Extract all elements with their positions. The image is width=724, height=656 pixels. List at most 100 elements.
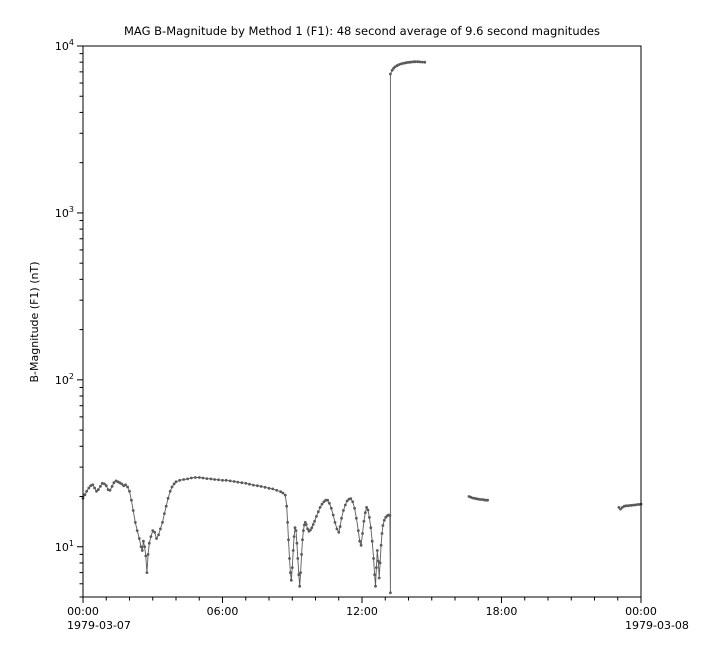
data-point <box>313 519 316 523</box>
data-point <box>292 535 296 538</box>
data-point <box>356 529 360 532</box>
data-point <box>362 519 366 523</box>
data-point <box>271 487 275 491</box>
data-point <box>140 549 144 552</box>
data-point <box>337 530 341 534</box>
y-tick-label: 104 <box>55 38 74 53</box>
data-point <box>369 526 373 530</box>
data-point <box>343 503 347 507</box>
data-point <box>201 476 205 480</box>
data-series <box>81 60 643 595</box>
data-point <box>322 500 326 504</box>
data-point <box>380 532 384 535</box>
data-point <box>149 535 153 538</box>
data-point <box>368 516 371 519</box>
data-point <box>89 484 93 488</box>
data-point <box>351 500 355 504</box>
x-tick-label: 06:00 <box>207 605 239 618</box>
data-point <box>228 479 232 483</box>
data-point <box>166 496 170 500</box>
data-point <box>163 512 166 515</box>
data-point <box>244 481 248 485</box>
data-point <box>137 537 141 540</box>
data-point <box>232 480 236 483</box>
plot-border <box>82 45 642 598</box>
data-point <box>379 543 383 547</box>
data-point <box>155 537 158 540</box>
data-point <box>310 526 314 530</box>
data-point <box>619 507 622 511</box>
x-tick-label: 00:00 <box>67 605 99 618</box>
data-point <box>353 506 356 510</box>
data-point <box>418 60 422 64</box>
data-point <box>104 484 108 488</box>
data-point <box>161 521 164 524</box>
data-point <box>340 516 343 520</box>
data-point <box>376 559 380 563</box>
data-point <box>366 508 370 512</box>
data-point <box>221 478 224 482</box>
y-tick-label: 101 <box>55 539 74 554</box>
data-point <box>486 498 489 502</box>
data-point <box>328 501 331 505</box>
data-point <box>126 485 129 489</box>
data-point <box>293 526 297 530</box>
data-point <box>110 485 114 488</box>
data-point <box>157 533 161 537</box>
data-point <box>144 554 148 558</box>
data-point <box>83 493 87 497</box>
data-point <box>297 573 301 577</box>
data-point <box>133 521 137 524</box>
x-date-label: 1979-03-08 <box>625 619 689 632</box>
data-point <box>85 489 89 493</box>
data-point <box>289 578 293 582</box>
data-point <box>300 553 303 556</box>
data-point <box>267 486 271 490</box>
data-point <box>309 528 312 532</box>
data-point <box>189 476 193 480</box>
data-point <box>311 523 315 526</box>
data-point <box>342 509 345 512</box>
data-point <box>335 527 339 531</box>
data-point <box>316 510 320 514</box>
x-tick-label: 00:00 <box>625 605 657 618</box>
data-point <box>370 539 374 543</box>
data-point <box>389 591 392 595</box>
data-point <box>315 515 318 518</box>
data-point <box>259 485 263 488</box>
chart-title: MAG B-Magnitude by Method 1 (F1): 48 sec… <box>124 24 600 38</box>
data-point <box>142 539 145 543</box>
y-axis-label: B-Magnitude (F1) (nT) <box>28 262 41 383</box>
data-point <box>416 60 420 64</box>
data-point <box>331 513 335 517</box>
data-point <box>303 521 307 524</box>
data-point <box>301 538 304 542</box>
data-point <box>91 483 95 487</box>
data-point <box>288 557 291 560</box>
data-point <box>213 478 217 481</box>
data-point <box>320 502 324 506</box>
data-point <box>372 557 375 560</box>
data-point <box>248 482 251 486</box>
data-point <box>153 530 157 534</box>
data-point <box>329 506 333 510</box>
data-point <box>388 514 392 517</box>
data-point <box>209 477 213 481</box>
data-point <box>375 549 379 552</box>
data-point <box>374 584 377 588</box>
data-point <box>143 545 147 549</box>
data-point <box>275 488 279 492</box>
data-point <box>414 60 417 64</box>
x-date-label: 1979-03-07 <box>67 619 131 632</box>
data-point <box>361 532 364 535</box>
data-point <box>318 506 322 509</box>
x-tick-label: 18:00 <box>486 605 518 618</box>
data-point <box>147 541 151 545</box>
data-point <box>295 541 299 545</box>
data-point <box>304 523 308 526</box>
y-axis: 101 102 103 104 <box>55 38 83 598</box>
data-point <box>291 549 295 552</box>
data-point <box>151 529 155 532</box>
data-point <box>381 524 385 527</box>
